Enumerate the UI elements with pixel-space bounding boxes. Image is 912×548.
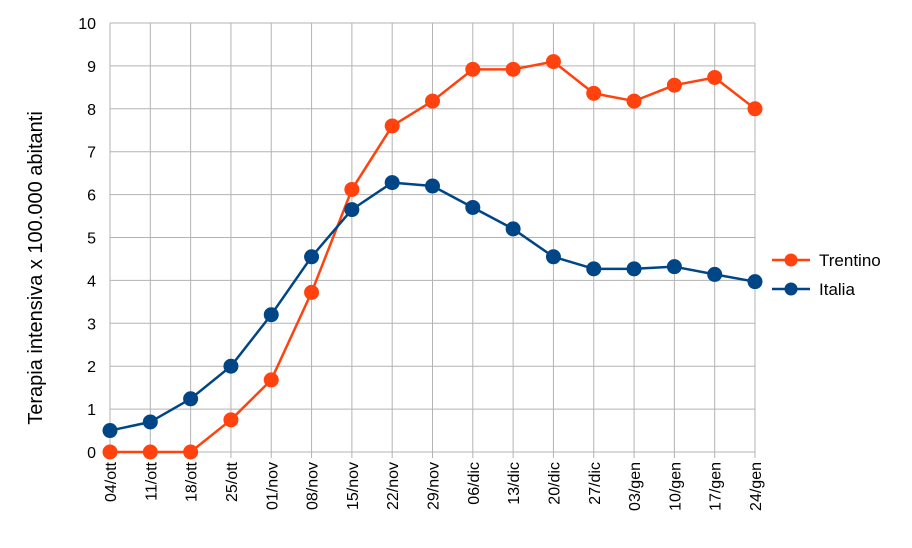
data-point-trentino: [505, 61, 521, 77]
data-point-italia: [183, 391, 199, 407]
y-axis-title: Terapia intensiva x 100.000 abitanti: [25, 111, 47, 425]
x-tick-label: 27/dic: [587, 462, 604, 505]
x-tick-label: 08/nov: [305, 462, 322, 510]
data-point-trentino: [263, 372, 279, 388]
data-point-trentino: [142, 444, 158, 460]
y-tick-label: 2: [87, 359, 96, 376]
data-point-trentino: [102, 444, 118, 460]
y-tick-label: 7: [87, 145, 96, 162]
x-tick-label: 29/nov: [426, 462, 443, 510]
data-point-italia: [142, 414, 158, 430]
data-point-italia: [263, 307, 279, 323]
data-point-italia: [223, 358, 239, 374]
y-tick-label: 3: [87, 316, 96, 333]
x-tick-label: 06/dic: [466, 462, 483, 505]
legend-label-trentino: Trentino: [819, 251, 881, 270]
x-tick-label: 11/ott: [143, 461, 160, 500]
y-tick-label: 5: [87, 231, 96, 248]
data-point-italia: [666, 259, 682, 275]
data-point-trentino: [586, 85, 602, 101]
data-point-trentino: [707, 69, 723, 85]
x-tick-label: 25/ott: [224, 461, 241, 502]
data-point-trentino: [465, 61, 481, 77]
data-point-trentino: [666, 77, 682, 93]
data-point-italia: [747, 274, 763, 290]
y-tick-label: 0: [87, 445, 96, 462]
x-tick-label: 17/gen: [708, 462, 725, 511]
data-point-italia: [344, 202, 360, 218]
x-tick-label: 10/gen: [667, 462, 684, 511]
data-point-trentino: [304, 284, 320, 300]
y-tick-label: 8: [87, 102, 96, 119]
data-point-trentino: [626, 93, 642, 109]
data-point-italia: [384, 175, 400, 191]
y-tick-label: 6: [87, 188, 96, 205]
y-tick-label: 4: [87, 273, 96, 290]
x-tick-label: 22/nov: [385, 462, 402, 510]
data-point-italia: [304, 249, 320, 265]
x-tick-label: 04/ott: [103, 461, 120, 502]
y-tick-label: 10: [78, 16, 96, 33]
data-point-trentino: [545, 54, 561, 70]
data-point-trentino: [344, 181, 360, 197]
series-lines: [102, 54, 763, 460]
y-tick-label: 9: [87, 59, 96, 76]
legend-label-italia: Italia: [819, 280, 855, 299]
data-point-italia: [626, 261, 642, 277]
data-point-trentino: [223, 412, 239, 428]
data-point-italia: [586, 261, 602, 277]
y-axis-ticks: 0 1 2 3 4 5 6 7 8 9 10: [78, 16, 96, 462]
data-point-italia: [505, 221, 521, 237]
x-tick-label: 24/gen: [748, 462, 765, 511]
x-tick-label: 20/dic: [546, 462, 563, 505]
data-point-trentino: [384, 118, 400, 134]
legend-marker-italia: [784, 282, 798, 296]
data-point-trentino: [747, 101, 763, 117]
data-point-italia: [102, 423, 118, 439]
y-tick-label: 1: [87, 402, 96, 419]
data-point-trentino: [183, 444, 199, 460]
x-axis-ticks: 04/ott 11/ott 18/ott 25/ott 01/nov 08/nov 15/n…: [103, 461, 765, 510]
x-tick-label: 15/nov: [345, 462, 362, 510]
legend: Trentino Italia: [772, 251, 881, 299]
x-tick-label: 18/ott: [184, 461, 201, 502]
legend-marker-trentino: [784, 253, 798, 267]
x-tick-label: 01/nov: [264, 462, 281, 510]
grid: [109, 22, 756, 458]
x-tick-label: 13/dic: [506, 462, 523, 505]
data-point-trentino: [425, 93, 440, 109]
data-point-italia: [707, 266, 723, 282]
data-point-italia: [545, 249, 561, 265]
data-point-italia: [425, 178, 440, 194]
data-point-italia: [465, 199, 481, 215]
x-tick-label: 03/gen: [627, 462, 644, 511]
